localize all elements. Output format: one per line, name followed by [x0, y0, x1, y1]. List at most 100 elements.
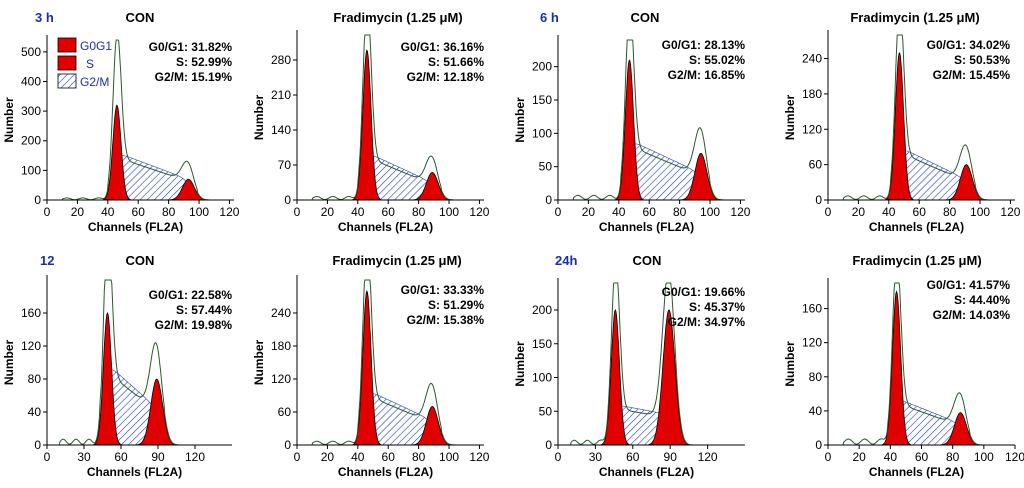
- x-axis-label: Channels (FL2A): [599, 465, 694, 479]
- y-tick-label: 140: [271, 123, 291, 137]
- y-tick-label: 0: [815, 438, 822, 452]
- legend: G0G1 S G2/M: [57, 37, 112, 89]
- x-tick-label: 60: [382, 205, 396, 219]
- x-tick-label: 100: [974, 450, 994, 464]
- series-raw-outline: [828, 34, 1015, 201]
- x-tick-label: 0: [44, 450, 51, 464]
- y-tick-label: 0: [545, 193, 552, 207]
- x-tick-label: 120: [698, 450, 718, 464]
- x-tick-label: 40: [351, 205, 365, 219]
- y-tick-label: 200: [532, 303, 552, 317]
- y-tick-label: 0: [284, 438, 291, 452]
- stat-label: G2/M: 15.19%: [155, 70, 233, 84]
- x-tick-label: 20: [852, 205, 866, 219]
- stat-label: S: 51.29%: [428, 298, 484, 312]
- chart-title: CON: [631, 10, 660, 25]
- y-tick-label: 40: [809, 404, 823, 418]
- y-tick-label: 240: [271, 306, 291, 320]
- x-tick-label: 0: [825, 205, 832, 219]
- stat-label: G0/G1: 41.57%: [927, 278, 1011, 292]
- x-tick-label: 80: [943, 205, 957, 219]
- chart-title: Fradimycin (1.25 μM): [332, 253, 461, 268]
- x-tick-label: 60: [626, 450, 640, 464]
- stat-label: S: 52.99%: [176, 55, 232, 69]
- x-tick-label: 40: [884, 450, 898, 464]
- x-tick-label: 0: [294, 205, 301, 219]
- x-tick-label: 100: [970, 205, 990, 219]
- series-s-phase: [297, 393, 484, 446]
- y-tick-label: 0: [34, 193, 41, 207]
- x-tick-label: 0: [44, 205, 51, 219]
- x-tick-label: 0: [555, 450, 562, 464]
- stat-label: S: 55.02%: [689, 53, 745, 67]
- y-axis-label: Number: [513, 97, 527, 143]
- x-tick-label: 120: [469, 450, 489, 464]
- x-tick-label: 0: [294, 450, 301, 464]
- x-axis-label: Channels (FL2A): [869, 220, 964, 234]
- y-axis-label: Number: [2, 97, 16, 143]
- stat-label: G2/M: 15.38%: [407, 313, 485, 327]
- y-axis-label: Number: [513, 341, 527, 387]
- y-tick-label: 500: [21, 45, 41, 59]
- x-axis-label: Channels (FL2A): [599, 220, 694, 234]
- stat-label: G2/M: 34.97%: [668, 315, 746, 329]
- y-tick-label: 160: [802, 302, 822, 316]
- x-tick-label: 120: [219, 205, 239, 219]
- stat-label: G0/G1: 36.16%: [401, 40, 485, 54]
- series-g0g1-peak: [102, 104, 132, 201]
- y-axis-label: Number: [252, 340, 266, 386]
- x-tick-label: 20: [71, 205, 85, 219]
- stat-label: G0/G1: 34.02%: [927, 38, 1011, 52]
- time-label: 24h: [555, 253, 577, 268]
- stat-label: G0/G1: 31.82%: [149, 40, 233, 54]
- x-tick-label: 100: [189, 205, 209, 219]
- chart-title: CON: [126, 253, 155, 268]
- y-tick-label: 120: [271, 372, 291, 386]
- x-tick-label: 80: [412, 450, 426, 464]
- series-raw-outline: [558, 39, 745, 201]
- stat-label: S: 45.37%: [689, 300, 745, 314]
- stat-label: G2/M: 16.85%: [668, 68, 746, 82]
- x-tick-label: 60: [114, 450, 128, 464]
- x-tick-label: 60: [913, 205, 927, 219]
- legend-swatch-g0g1: [57, 37, 77, 53]
- legend-swatch-g2m: [57, 73, 77, 89]
- y-tick-label: 240: [802, 52, 822, 66]
- panel-4: 0 20 40 60 80 100 120 0 60 120 180 240 Channels (FL2…: [783, 10, 1021, 234]
- x-tick-label: 120: [1000, 205, 1020, 219]
- x-tick-label: 100: [439, 205, 459, 219]
- x-tick-label: 80: [946, 450, 960, 464]
- chart-title: Fradimycin (1.25 μM): [850, 10, 979, 25]
- stat-label: G0/G1: 33.33%: [401, 283, 485, 297]
- y-tick-label: 180: [271, 339, 291, 353]
- series-s-phase: [828, 150, 1015, 201]
- series-s-phase: [47, 155, 234, 201]
- series-s-phase: [47, 369, 232, 446]
- y-tick-label: 180: [802, 87, 822, 101]
- y-axis-label: Number: [783, 341, 797, 387]
- y-tick-label: 0: [815, 193, 822, 207]
- x-tick-label: 120: [730, 205, 750, 219]
- y-tick-label: 120: [802, 122, 822, 136]
- x-tick-label: 60: [132, 205, 146, 219]
- y-tick-label: 80: [809, 370, 823, 384]
- y-tick-label: 400: [21, 74, 41, 88]
- y-tick-label: 200: [21, 134, 41, 148]
- legend-swatch-s: [57, 55, 77, 71]
- y-tick-label: 0: [284, 193, 291, 207]
- x-tick-label: 60: [915, 450, 929, 464]
- y-tick-label: 120: [21, 339, 41, 353]
- y-tick-label: 150: [532, 337, 552, 351]
- x-tick-label: 20: [852, 450, 866, 464]
- chart-title: CON: [633, 253, 662, 268]
- y-tick-label: 160: [21, 306, 41, 320]
- x-tick-label: 40: [101, 205, 115, 219]
- time-label: 6 h: [540, 10, 559, 25]
- time-label: 3 h: [35, 10, 54, 25]
- y-axis-label: Number: [2, 340, 16, 386]
- stat-label: S: 51.66%: [428, 55, 484, 69]
- y-tick-label: 60: [809, 158, 823, 172]
- x-tick-label: 60: [382, 450, 396, 464]
- stat-label: S: 50.53%: [954, 53, 1010, 67]
- x-tick-label: 80: [673, 205, 687, 219]
